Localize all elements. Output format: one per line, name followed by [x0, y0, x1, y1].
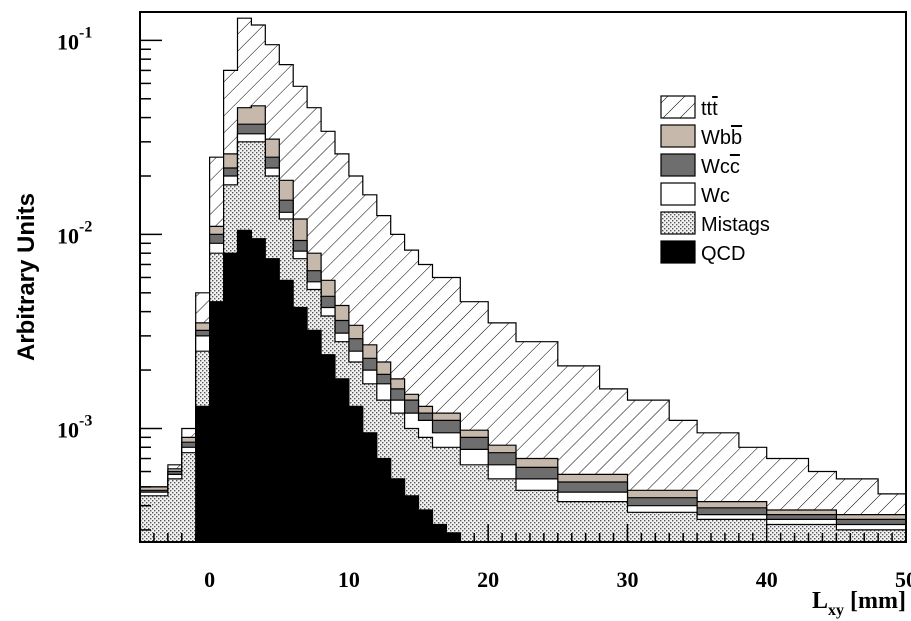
legend-label-qcd: QCD: [701, 243, 745, 265]
x-tick-label: 30: [616, 567, 638, 592]
legend-label-wbb: Wbb: [701, 127, 742, 149]
legend-label-bar: b: [731, 127, 742, 149]
y-tick-label: 10-2: [57, 218, 92, 248]
legend-swatch-wc: [660, 182, 696, 206]
x-tick-label: 20: [477, 567, 499, 592]
series-layer: [140, 17, 906, 542]
x-tick-label: 50: [895, 567, 911, 592]
legend-swatch-qcd: [660, 240, 696, 264]
y-tick-label: 10-1: [57, 24, 92, 54]
legend-label-ttbar: ttt: [701, 98, 718, 120]
legend-swatch-wbb: [660, 124, 696, 148]
x-axis-title-sub: xy: [828, 602, 844, 619]
legend-label-bar: t: [712, 98, 718, 120]
legend-swatch-wcc: [660, 153, 696, 177]
legend-label-bar: c: [730, 156, 740, 178]
x-axis-title-main: L: [812, 588, 828, 614]
x-axis-title: Lxy [mm]: [812, 588, 906, 619]
x-tick-label: 40: [756, 567, 778, 592]
y-axis-title: Arbitrary Units: [13, 193, 40, 361]
legend-swatch-ttbar: [660, 95, 696, 119]
x-tick-label: 10: [338, 567, 360, 592]
y-tick-label: 10-3: [57, 412, 92, 442]
legend: ttt Wbb Wcc Wc Mistags QCD: [660, 95, 770, 265]
legend-label-mistags: Mistags: [701, 214, 770, 236]
legend-swatch-mistags: [660, 211, 696, 235]
series-qcd: [191, 229, 461, 542]
legend-label-wcc: Wcc: [701, 156, 740, 178]
legend-label-wc: Wc: [701, 185, 730, 207]
x-tick-label: 0: [204, 567, 215, 592]
x-axis-title-unit: [mm]: [844, 588, 906, 614]
ticks-layer: 0 10 20 30 40 50 10-1 10-2 10-3: [57, 24, 911, 592]
